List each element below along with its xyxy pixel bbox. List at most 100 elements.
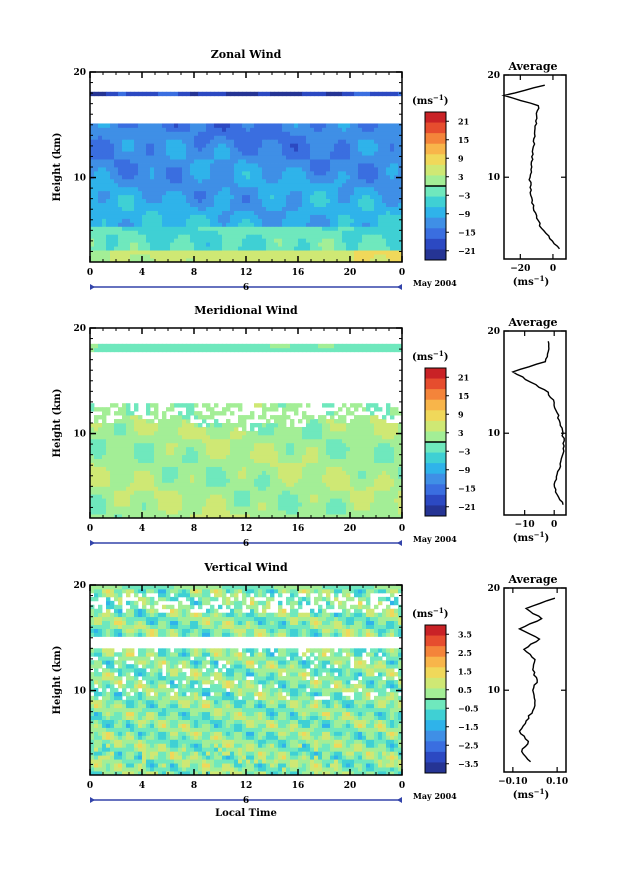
heatmap-cell <box>310 222 315 227</box>
heatmap-cell <box>274 498 279 503</box>
heatmap-cell <box>346 155 351 160</box>
heatmap-cell <box>322 218 327 223</box>
heatmap-cell <box>250 466 255 471</box>
heatmap-cell <box>282 186 287 192</box>
heatmap-cell <box>226 198 231 204</box>
heatmap-cell <box>198 155 203 160</box>
heatmap-cell <box>166 190 171 196</box>
heatmap-cell <box>186 170 191 176</box>
heatmap-cell <box>366 426 371 432</box>
heatmap-cell <box>242 438 247 444</box>
heatmap-cell <box>326 206 331 211</box>
colorbar-unit-exp: −1 <box>433 93 444 102</box>
heatmap-cell <box>338 514 343 519</box>
heatmap-cell <box>218 139 223 144</box>
heatmap-cell <box>246 242 251 247</box>
heatmap-cell <box>298 502 303 507</box>
heatmap-cell <box>178 218 183 223</box>
heatmap-cell <box>118 226 123 231</box>
heatmap-cell <box>366 510 371 515</box>
heatmap-cell <box>242 194 247 200</box>
heatmap-cell <box>358 454 363 460</box>
heatmap-cell <box>198 214 203 219</box>
heatmap-cell <box>142 454 147 460</box>
heatmap-cell <box>138 151 143 156</box>
heatmap-cell <box>110 198 115 204</box>
heatmap-cell <box>178 494 183 499</box>
heatmap-cell <box>302 454 307 460</box>
heatmap-cell <box>114 178 119 184</box>
colorbar-swatch <box>425 196 446 208</box>
heatmap-cell <box>322 478 327 483</box>
heatmap-cell <box>266 155 271 160</box>
heatmap-cell <box>274 174 279 180</box>
heatmap-cell <box>342 506 347 511</box>
heatmap-cell <box>362 254 367 259</box>
heatmap-cell <box>266 226 271 231</box>
heatmap-cell <box>134 258 139 263</box>
heatmap-cell <box>338 170 343 176</box>
heatmap-cell <box>202 202 207 207</box>
heatmap-cell <box>142 426 147 432</box>
heatmap-cell <box>330 498 335 503</box>
heatmap-cell <box>214 430 219 436</box>
heatmap-cell <box>250 202 255 207</box>
heatmap-cell <box>246 159 251 164</box>
heatmap-cell <box>158 462 163 467</box>
heatmap-cell <box>170 442 175 448</box>
heatmap-cell <box>362 174 367 180</box>
heatmap-cell <box>242 186 247 192</box>
heatmap-cell <box>318 250 323 255</box>
heatmap-cell <box>118 258 123 263</box>
heatmap-cell <box>202 139 207 144</box>
heatmap-cell <box>390 226 395 231</box>
heatmap-cell <box>110 131 115 136</box>
heatmap-cell <box>290 238 295 243</box>
heatmap-cell <box>170 167 175 172</box>
heatmap-cell <box>322 202 327 207</box>
heatmap-cell <box>274 419 279 424</box>
heatmap-cell <box>94 502 99 507</box>
heatmap-cell <box>362 426 367 432</box>
heatmap-cell <box>278 254 283 259</box>
heatmap-cell <box>110 206 115 211</box>
heatmap-cell <box>150 478 155 483</box>
heatmap-cell <box>310 466 315 471</box>
heatmap-cell <box>362 214 367 219</box>
heatmap-cell <box>238 470 243 475</box>
heatmap-cell <box>270 434 275 440</box>
heatmap-cell <box>150 159 155 164</box>
heatmap-cell <box>282 438 287 444</box>
heatmap-cell <box>394 139 399 144</box>
heatmap-cell <box>318 254 323 259</box>
heatmap-cell <box>306 434 311 440</box>
heatmap-cell <box>370 91 375 97</box>
heatmap-cell <box>330 254 335 259</box>
heatmap-cell <box>154 210 159 215</box>
heatmap-cell <box>338 182 343 188</box>
heatmap-cell <box>98 494 103 499</box>
heatmap-cell <box>310 174 315 180</box>
heatmap-cell <box>334 411 339 416</box>
heatmap-cell <box>302 155 307 160</box>
heatmap-cell <box>114 478 119 483</box>
heatmap-cell <box>122 123 127 128</box>
heatmap-cell <box>298 494 303 499</box>
heatmap-cell <box>322 178 327 184</box>
heatmap-cell <box>274 139 279 144</box>
heatmap-cell <box>246 506 251 511</box>
heatmap-cell <box>118 474 123 479</box>
heatmap-cell <box>310 178 315 184</box>
heatmap-cell <box>282 415 287 420</box>
heatmap-cell <box>266 147 271 152</box>
heatmap-cell <box>310 202 315 207</box>
heatmap-cell <box>194 135 199 140</box>
heatmap-cell <box>266 143 271 148</box>
heatmap-cell <box>202 190 207 196</box>
heatmap-cell <box>178 426 183 432</box>
heatmap-cell <box>94 246 99 251</box>
heatmap-cell <box>146 426 151 432</box>
heatmap-cell <box>166 490 171 495</box>
heatmap-cell <box>250 222 255 227</box>
heatmap-cell <box>230 246 235 251</box>
